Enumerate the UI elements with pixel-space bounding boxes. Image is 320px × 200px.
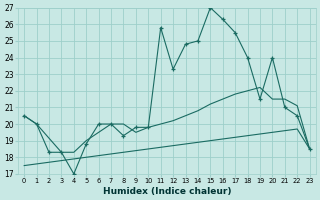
X-axis label: Humidex (Indice chaleur): Humidex (Indice chaleur): [103, 187, 231, 196]
